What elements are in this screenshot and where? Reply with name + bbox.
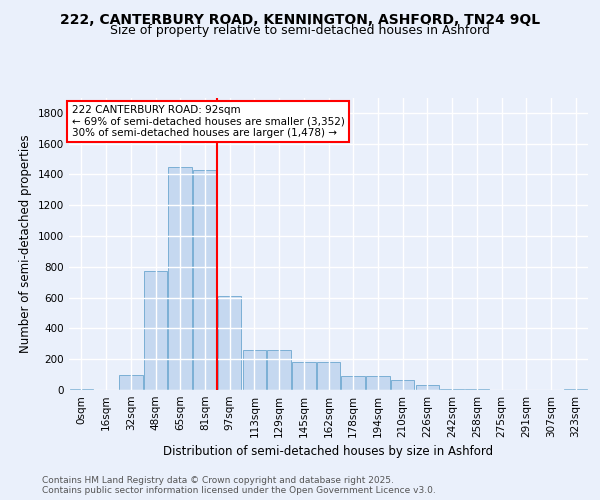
Bar [292, 362, 316, 390]
X-axis label: Distribution of semi-detached houses by size in Ashford: Distribution of semi-detached houses by … [163, 446, 494, 458]
Text: 222, CANTERBURY ROAD, KENNINGTON, ASHFORD, TN24 9QL: 222, CANTERBURY ROAD, KENNINGTON, ASHFOR… [60, 12, 540, 26]
Y-axis label: Number of semi-detached properties: Number of semi-detached properties [19, 134, 32, 353]
Bar [564, 389, 587, 390]
Bar [440, 389, 464, 390]
Bar [144, 272, 167, 390]
Text: Contains HM Land Registry data © Crown copyright and database right 2025.
Contai: Contains HM Land Registry data © Crown c… [42, 476, 436, 495]
Text: Size of property relative to semi-detached houses in Ashford: Size of property relative to semi-detach… [110, 24, 490, 37]
Bar [169, 167, 192, 390]
Bar [268, 350, 291, 390]
Bar [465, 389, 488, 390]
Bar [317, 362, 340, 390]
Bar [341, 376, 365, 390]
Bar [218, 296, 241, 390]
Bar [366, 376, 389, 390]
Bar [119, 374, 143, 390]
Bar [416, 386, 439, 390]
Bar [242, 350, 266, 390]
Bar [70, 389, 93, 390]
Bar [391, 380, 415, 390]
Bar [193, 170, 217, 390]
Text: 222 CANTERBURY ROAD: 92sqm
← 69% of semi-detached houses are smaller (3,352)
30%: 222 CANTERBURY ROAD: 92sqm ← 69% of semi… [71, 105, 344, 138]
